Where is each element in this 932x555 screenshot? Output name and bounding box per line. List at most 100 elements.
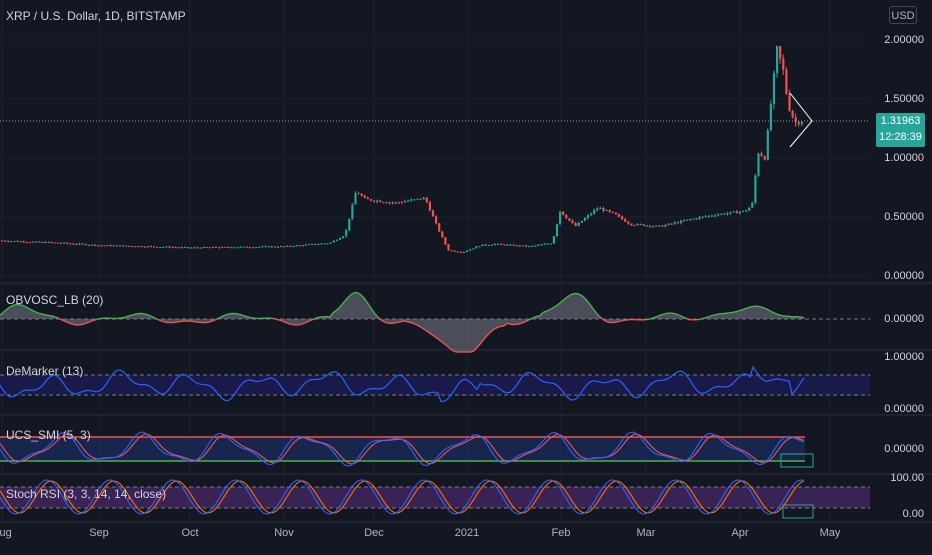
candle-body [764, 156, 766, 160]
candle-body [416, 199, 418, 200]
candle-body [184, 247, 186, 248]
obv-line-segment [96, 319, 99, 320]
obv-indicator-label[interactable]: OBVOSC_LB (20) [6, 293, 103, 307]
candle-body [426, 198, 428, 202]
time-tick-dec: Dec [364, 527, 384, 539]
candle-body [457, 252, 459, 253]
candle-body [404, 201, 406, 202]
obv-line-segment [144, 314, 147, 315]
candle-body [227, 247, 229, 248]
stoch-indicator-label[interactable]: Stoch RSI (3, 3, 14, 14, close) [6, 487, 166, 501]
candle-body [795, 117, 797, 122]
candle-body [488, 245, 490, 246]
candle-body [333, 241, 335, 243]
candle-body [590, 214, 592, 216]
candle-body [770, 104, 772, 130]
obv-line-segment [708, 316, 711, 317]
candle-body [168, 247, 170, 248]
obv-line-segment [72, 324, 75, 325]
obv-line-segment [312, 319, 315, 320]
obv-line-segment [705, 317, 708, 318]
obv-line-segment [51, 316, 54, 317]
demarker-tick-1: 1.00000 [884, 351, 924, 363]
candle-body [578, 223, 580, 226]
candle-body [699, 217, 701, 219]
candle-body [212, 247, 214, 248]
obv-line-segment [759, 306, 762, 307]
candle-body [516, 245, 518, 246]
candle-body [320, 244, 322, 245]
candle-body [395, 202, 397, 203]
obv-line-segment [135, 314, 138, 315]
obv-line-segment [732, 312, 735, 313]
candle-body [181, 247, 183, 248]
smi-indicator-label[interactable]: UCS_SMI (5, 3) [6, 428, 91, 442]
obv-line-segment [69, 323, 72, 324]
candle-body [432, 211, 434, 217]
candle-body [410, 200, 412, 201]
candle-body [317, 244, 319, 245]
candle-body [339, 238, 341, 240]
candle-body [720, 214, 722, 215]
candle-body [41, 242, 43, 243]
candle-body [565, 215, 567, 218]
candle-body [447, 244, 449, 250]
obv-line-segment [576, 293, 579, 294]
candle-body [584, 218, 586, 221]
obv-line-segment [750, 306, 753, 307]
candle-body [144, 247, 146, 248]
candle-body [131, 246, 133, 247]
candle-body [702, 217, 704, 218]
candle-body [159, 247, 161, 248]
obv-line-segment [126, 316, 129, 317]
candle-body [503, 244, 505, 245]
candle-body [10, 241, 12, 242]
candle-body [376, 201, 378, 202]
candle-body [733, 211, 735, 212]
candle-body [60, 243, 62, 244]
obv-line-segment [498, 326, 501, 327]
smi-tick-0: 0.00000 [884, 443, 924, 455]
obv-line-segment [81, 324, 84, 325]
price-tick-2: 2.00000 [884, 34, 924, 46]
candle-body [739, 212, 741, 213]
obv-line-segment [747, 307, 750, 308]
candle-body [199, 248, 201, 249]
candle-body [271, 246, 273, 247]
symbol-title[interactable]: XRP / U.S. Dollar, 1D, BITSTAMP [6, 9, 186, 23]
candle-body [398, 202, 400, 203]
candle-body [351, 205, 353, 219]
time-tick-feb: Feb [552, 527, 571, 539]
candle-body [255, 247, 257, 248]
candle-body [97, 245, 99, 246]
candle-body [506, 245, 508, 246]
obv-line-segment [714, 314, 717, 315]
candle-body [38, 241, 40, 242]
candle-body [609, 210, 611, 212]
obv-line-segment [276, 319, 279, 320]
candle-body [311, 244, 313, 245]
time-tick-2021: 2021 [455, 527, 479, 539]
obv-line-segment [45, 315, 48, 316]
demarker-indicator-label[interactable]: DeMarker (13) [6, 364, 83, 378]
time-tick-oct: Oct [181, 527, 198, 539]
candle-body [562, 211, 564, 215]
currency-label[interactable]: USD [889, 6, 917, 24]
candle-body [302, 245, 304, 246]
candle-body [367, 198, 369, 199]
demarker-tick-0: 0.00000 [884, 403, 924, 415]
candle-body [475, 246, 477, 248]
candle-body [751, 203, 753, 208]
obv-line-segment [318, 317, 321, 318]
candle-body [72, 244, 74, 245]
candle-body [705, 216, 707, 217]
candle-body [544, 244, 546, 245]
candle-body [141, 246, 143, 247]
candle-body [717, 214, 719, 215]
candle-body [630, 224, 632, 225]
candle-body [401, 202, 403, 203]
candle-body [525, 246, 527, 247]
candle-body [500, 244, 502, 245]
